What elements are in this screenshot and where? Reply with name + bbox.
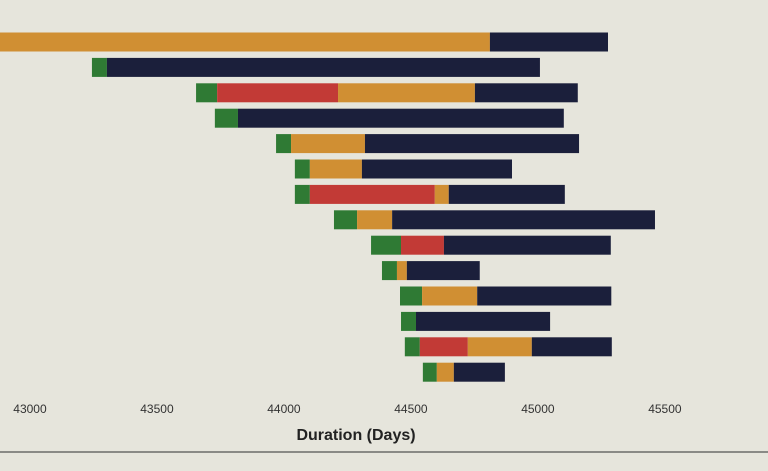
bar-segment xyxy=(401,311,416,331)
x-tick-label: 45000 xyxy=(521,402,555,416)
bar-offset xyxy=(0,109,215,128)
bar-segment xyxy=(338,83,475,103)
bar-segment xyxy=(436,362,454,382)
bar-segment xyxy=(422,286,478,306)
bar-offset xyxy=(0,210,334,229)
bar-segment xyxy=(404,337,420,357)
bar-segment xyxy=(357,210,393,230)
x-tick-label: 45500 xyxy=(648,402,682,416)
bar-segment xyxy=(217,83,339,103)
bar-segment xyxy=(309,159,362,179)
bar-segment xyxy=(401,235,444,255)
bar-segment xyxy=(396,261,407,281)
bar-segment xyxy=(443,235,611,255)
bar-segment xyxy=(309,184,435,204)
bar-segment xyxy=(361,159,512,179)
bar-segment xyxy=(474,83,578,103)
bar-segment xyxy=(214,108,238,128)
bar-segment xyxy=(91,57,107,77)
x-tick-label: 44500 xyxy=(394,402,428,416)
bar-segment xyxy=(371,235,402,255)
bar-offset xyxy=(0,363,423,382)
bar-segment xyxy=(196,83,218,103)
bar-segment xyxy=(400,286,423,306)
bar-segment xyxy=(106,57,540,77)
bar-offset xyxy=(0,261,382,280)
x-tick-label: 43000 xyxy=(13,402,47,416)
bar-segment xyxy=(416,311,551,331)
bar-segment xyxy=(0,32,490,52)
bar-segment xyxy=(467,337,532,357)
bar-segment xyxy=(237,108,564,128)
bar-segment xyxy=(381,261,397,281)
bar-segment xyxy=(276,134,292,154)
bar-segment xyxy=(477,286,612,306)
bar-offset xyxy=(0,287,400,306)
bar-segment xyxy=(294,159,310,179)
bar-segment xyxy=(392,210,655,230)
bar-offset xyxy=(0,312,401,331)
x-tick-label: 43500 xyxy=(140,402,174,416)
bar-segment xyxy=(453,362,505,382)
bar-segment xyxy=(448,184,565,204)
bar-offset xyxy=(0,337,405,356)
bar-segment xyxy=(333,210,358,230)
bar-offset xyxy=(0,134,276,153)
bar-offset xyxy=(0,236,371,255)
x-axis-label: Duration (Days) xyxy=(296,427,415,444)
bar-segment xyxy=(406,261,480,281)
bar-segment xyxy=(489,32,608,52)
bar-offset xyxy=(0,83,196,102)
bar-segment xyxy=(422,362,437,382)
bar-segment xyxy=(291,134,365,154)
bar-segment xyxy=(419,337,468,357)
bar-offset xyxy=(0,185,295,204)
bar-segment xyxy=(434,184,449,204)
x-tick-label: 44000 xyxy=(267,402,301,416)
bar-offset xyxy=(0,58,92,77)
bar-segment xyxy=(364,134,580,154)
bar-segment xyxy=(531,337,612,357)
bar-offset xyxy=(0,160,295,179)
bar-segment xyxy=(294,184,310,204)
